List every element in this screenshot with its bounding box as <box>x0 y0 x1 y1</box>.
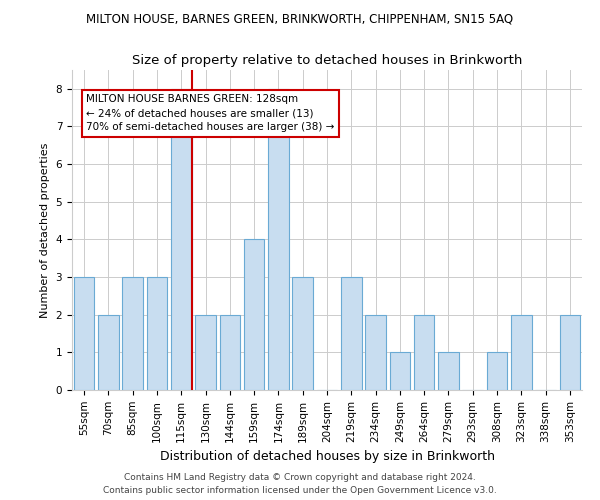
Text: MILTON HOUSE BARNES GREEN: 128sqm
← 24% of detached houses are smaller (13)
70% : MILTON HOUSE BARNES GREEN: 128sqm ← 24% … <box>86 94 334 132</box>
Bar <box>220 314 240 390</box>
Bar <box>74 277 94 390</box>
Bar <box>511 314 532 390</box>
Text: Contains HM Land Registry data © Crown copyright and database right 2024.
Contai: Contains HM Land Registry data © Crown c… <box>103 474 497 495</box>
X-axis label: Distribution of detached houses by size in Brinkworth: Distribution of detached houses by size … <box>160 450 494 463</box>
Bar <box>389 352 410 390</box>
Bar <box>244 240 265 390</box>
Bar <box>268 89 289 390</box>
Y-axis label: Number of detached properties: Number of detached properties <box>40 142 50 318</box>
Bar <box>341 277 362 390</box>
Bar <box>171 89 191 390</box>
Text: MILTON HOUSE, BARNES GREEN, BRINKWORTH, CHIPPENHAM, SN15 5AQ: MILTON HOUSE, BARNES GREEN, BRINKWORTH, … <box>86 12 514 26</box>
Bar <box>487 352 508 390</box>
Bar <box>98 314 119 390</box>
Bar <box>195 314 216 390</box>
Bar <box>122 277 143 390</box>
Bar <box>560 314 580 390</box>
Bar <box>365 314 386 390</box>
Bar <box>414 314 434 390</box>
Title: Size of property relative to detached houses in Brinkworth: Size of property relative to detached ho… <box>132 54 522 68</box>
Bar <box>438 352 459 390</box>
Bar <box>146 277 167 390</box>
Bar <box>292 277 313 390</box>
